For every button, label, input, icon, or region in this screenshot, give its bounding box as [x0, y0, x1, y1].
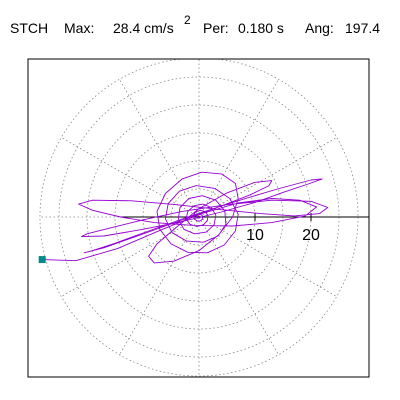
period-value: 0.180 s: [238, 20, 284, 36]
grid-spoke: [61, 216, 200, 297]
grid-spoke: [198, 216, 279, 355]
series-trace: [42, 171, 329, 264]
header-bar: STCH Max: 28.4 cm/s 2 Per: 0.180 s Ang: …: [0, 0, 400, 40]
grid-spoke: [119, 216, 200, 355]
grid-spoke: [61, 137, 200, 218]
station-code: STCH: [10, 20, 49, 36]
grid-spoke: [198, 137, 337, 218]
grid-spoke: [198, 79, 279, 218]
motion-trace-group: [42, 171, 329, 264]
max-unit-exponent: 2: [184, 13, 191, 27]
max-value: 28.4 cm/s: [113, 20, 174, 36]
tick-label: 20: [302, 227, 320, 244]
angle-value: 197.4: [345, 20, 381, 36]
max-label: Max:: [64, 20, 95, 36]
grid-spoke: [198, 216, 337, 297]
angle-label: Ang:: [305, 20, 334, 36]
plot-frame: [27, 58, 370, 378]
tick-label: 10: [246, 227, 264, 244]
period-label: Per:: [203, 20, 229, 36]
grid-spoke: [119, 79, 200, 218]
marker-group: 10 20: [38, 227, 320, 264]
start-marker: [38, 256, 46, 264]
